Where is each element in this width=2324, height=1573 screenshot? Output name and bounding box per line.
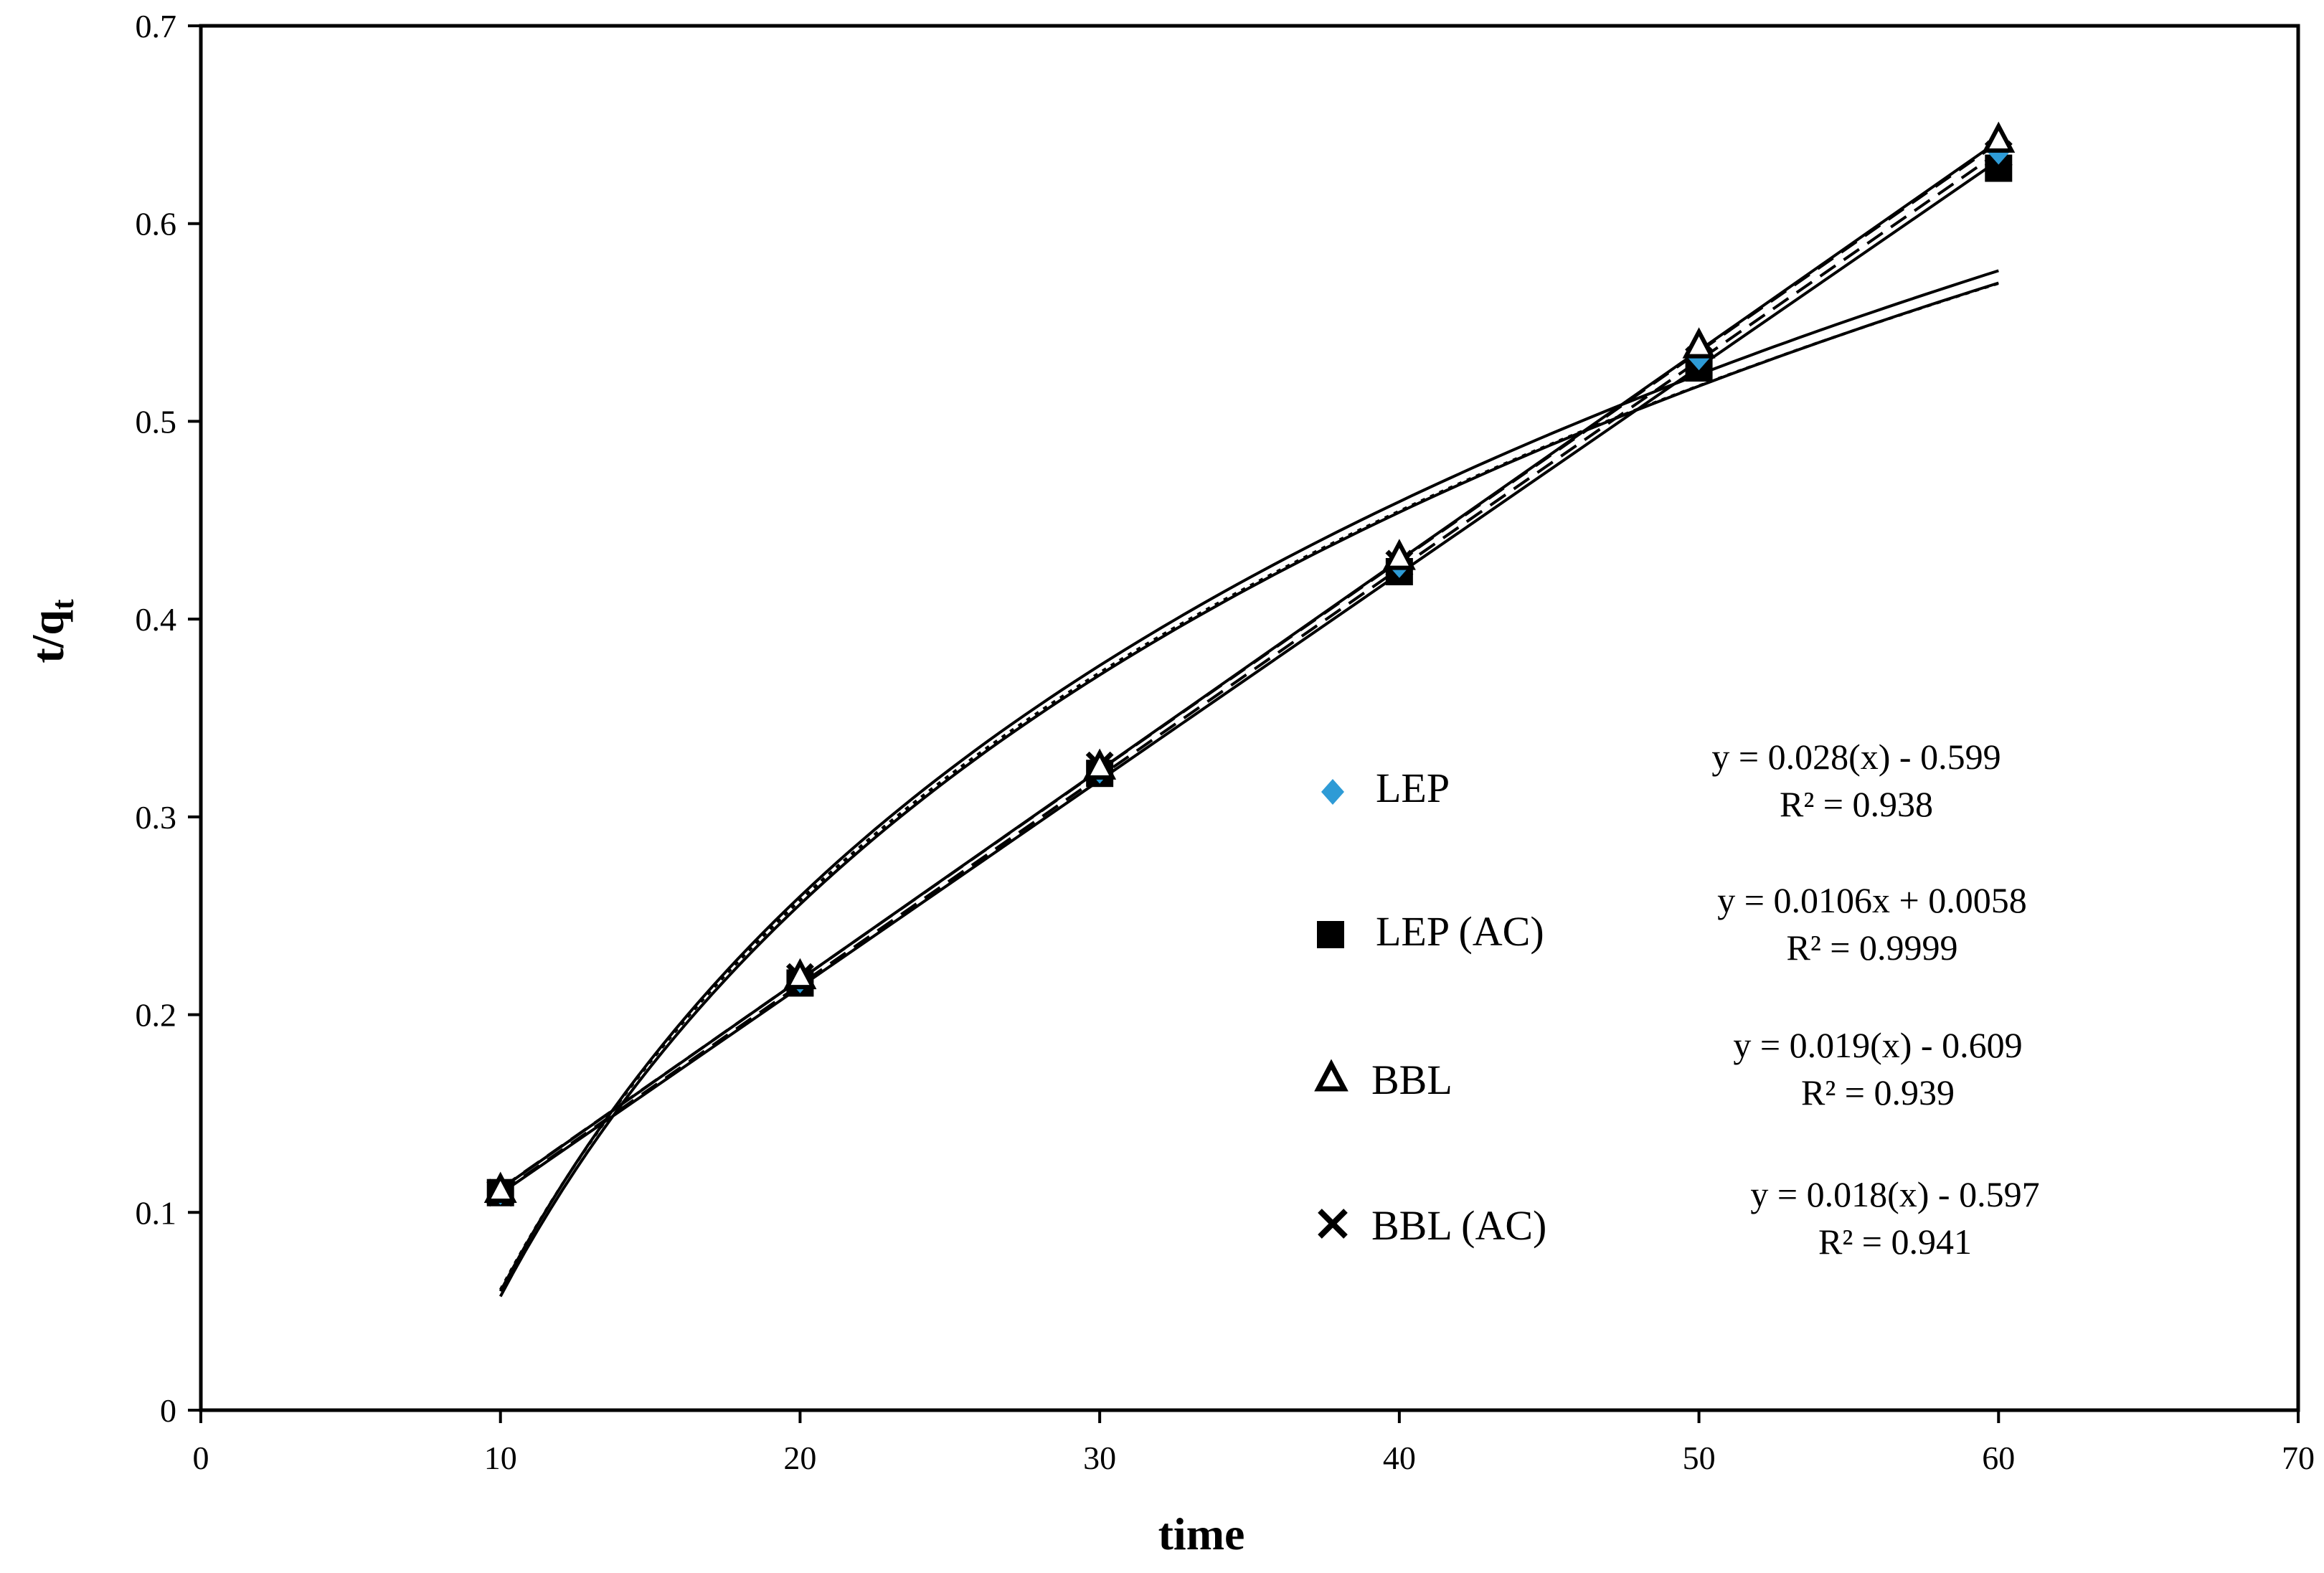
trendlines <box>499 139 2000 1298</box>
data-points <box>483 121 2016 1207</box>
legend-item-lep-ac: LEP (AC) <box>1317 908 1544 955</box>
point-bbl-4 <box>1682 327 1716 359</box>
x-tick-label-4: 40 <box>1383 1440 1416 1476</box>
plot-area-frame <box>199 24 2300 1412</box>
r2-bbl-ac: R² = 0.941 <box>1818 1222 1972 1262</box>
x-axis: 0 10 20 30 40 50 60 70 <box>193 1410 2315 1476</box>
legend-label-lep: LEP <box>1376 765 1450 811</box>
x-tick-label-3: 30 <box>1083 1440 1116 1476</box>
trend-linear-bbl <box>499 141 2000 1190</box>
equation-annotations: y = 0.028(x) - 0.599 R² = 0.938 y = 0.01… <box>1711 737 2039 1262</box>
point-bbl-3 <box>1382 539 1416 570</box>
equation-lep: y = 0.028(x) - 0.599 <box>1711 737 2001 777</box>
point-bbl-5 <box>1982 121 2016 153</box>
r2-lep: R² = 0.938 <box>1780 784 1933 824</box>
legend-marker-bbl <box>1314 1059 1348 1092</box>
legend-marker-lep <box>1321 779 1344 805</box>
trend-linear-bbl-ac <box>499 151 2000 1194</box>
legend-label-lep-ac: LEP (AC) <box>1376 908 1544 955</box>
y-tick-label-0: 0 <box>160 1392 176 1429</box>
y-tick-label-5: 0.5 <box>136 403 177 440</box>
y-tick-label-7: 0.7 <box>136 8 177 44</box>
legend-item-bbl: BBL <box>1314 1057 1452 1103</box>
legend-marker-lep-ac <box>1317 921 1344 948</box>
y-axis-title: t/qt <box>22 599 80 663</box>
legend: LEP LEP (AC) BBL BBL (AC) <box>1314 765 1546 1249</box>
y-axis-title-subscript: t <box>45 599 80 610</box>
equation-bbl: y = 0.019(x) - 0.609 <box>1733 1025 2022 1065</box>
y-tick-label-4: 0.4 <box>136 601 177 638</box>
point-bbl-2 <box>1083 748 1117 780</box>
y-tick-label-1: 0.1 <box>136 1194 177 1231</box>
legend-marker-bbl-ac <box>1318 1209 1348 1239</box>
legend-item-lep: LEP <box>1321 765 1450 811</box>
legend-item-bbl-ac: BBL (AC) <box>1318 1202 1546 1249</box>
y-tick-label-6: 0.6 <box>136 206 177 242</box>
trend-log-c <box>499 281 1999 1298</box>
legend-label-bbl: BBL <box>1371 1057 1452 1103</box>
r2-lep-ac: R² = 0.9999 <box>1786 927 1957 968</box>
x-tick-label-2: 20 <box>783 1440 816 1476</box>
x-tick-label-5: 50 <box>1683 1440 1716 1476</box>
x-tick-label-7: 70 <box>2282 1440 2315 1476</box>
x-tick-label-0: 0 <box>193 1440 209 1476</box>
legend-label-bbl-ac: BBL (AC) <box>1371 1202 1546 1249</box>
point-bbl-0 <box>483 1171 517 1203</box>
equation-bbl-ac: y = 0.018(x) - 0.597 <box>1750 1174 2039 1214</box>
point-bbl-1 <box>783 958 817 990</box>
y-axis: 0 0.1 0.2 0.3 0.4 0.5 0.6 0.7 <box>136 8 201 1429</box>
trend-linear-lep <box>499 159 2000 1195</box>
x-tick-label-1: 10 <box>484 1440 517 1476</box>
y-tick-label-2: 0.2 <box>136 997 177 1034</box>
r2-bbl: R² = 0.939 <box>1801 1072 1955 1113</box>
y-tick-label-3: 0.3 <box>136 799 177 836</box>
x-tick-label-6: 60 <box>1982 1440 2015 1476</box>
y-axis-title-main: t/q <box>22 610 73 663</box>
equation-lep-ac: y = 0.0106x + 0.0058 <box>1717 880 2026 920</box>
trend-log-a <box>499 269 1999 1293</box>
x-axis-title: time <box>1158 1508 1245 1559</box>
